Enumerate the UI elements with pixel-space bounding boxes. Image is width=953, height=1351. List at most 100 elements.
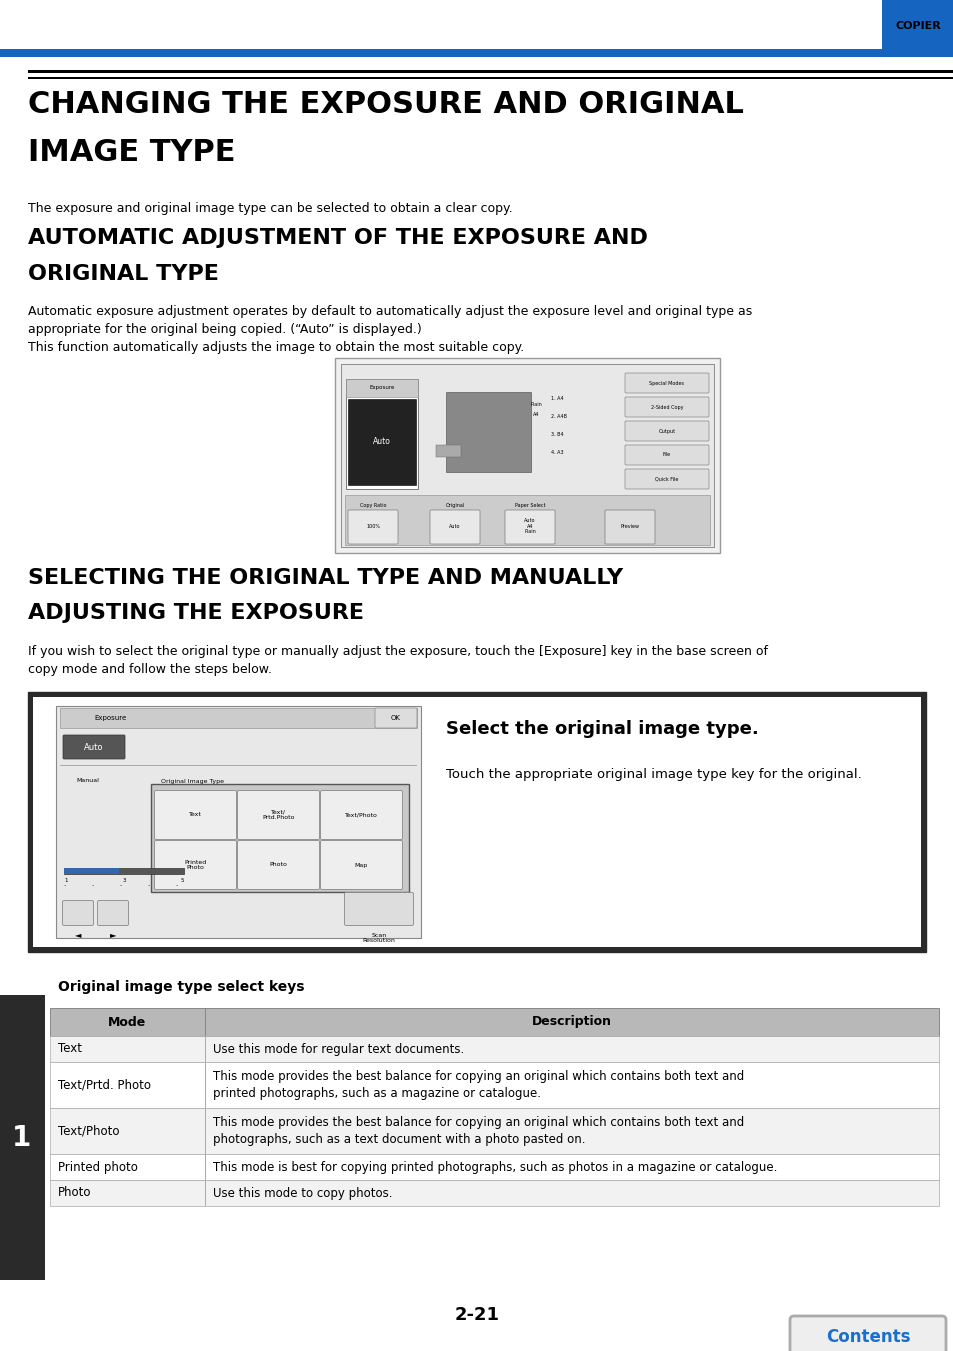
Text: CHANGING THE EXPOSURE AND ORIGINAL: CHANGING THE EXPOSURE AND ORIGINAL <box>28 91 743 119</box>
Bar <box>33 697 920 947</box>
FancyBboxPatch shape <box>63 735 125 759</box>
Text: .: . <box>63 881 65 888</box>
Text: Output: Output <box>658 428 675 434</box>
Bar <box>64 867 119 874</box>
Text: Original image type select keys: Original image type select keys <box>58 979 304 994</box>
FancyBboxPatch shape <box>344 893 413 925</box>
Bar <box>28 70 953 73</box>
Text: Select the original image type.: Select the original image type. <box>446 720 758 738</box>
Text: Automatic exposure adjustment operates by default to automatically adjust the ex: Automatic exposure adjustment operates b… <box>28 305 752 354</box>
Text: Scan
Resolution: Scan Resolution <box>362 932 395 943</box>
Text: Photo: Photo <box>270 862 287 867</box>
Text: 3. B4: 3. B4 <box>551 432 563 438</box>
Bar <box>28 692 925 952</box>
Bar <box>205 1179 206 1206</box>
Bar <box>50 1008 938 1036</box>
FancyBboxPatch shape <box>320 840 402 889</box>
Text: .: . <box>119 881 121 888</box>
FancyBboxPatch shape <box>624 469 708 489</box>
Text: If you wish to select the original type or manually adjust the exposure, touch t: If you wish to select the original type … <box>28 644 767 676</box>
FancyBboxPatch shape <box>430 509 479 544</box>
Bar <box>205 1154 206 1179</box>
Bar <box>346 380 417 397</box>
FancyBboxPatch shape <box>789 1316 945 1351</box>
Text: ◄: ◄ <box>74 931 81 939</box>
Bar <box>50 1036 938 1062</box>
Text: Plain: Plain <box>530 401 541 407</box>
Text: The exposure and original image type can be selected to obtain a clear copy.: The exposure and original image type can… <box>28 203 512 215</box>
Text: SELECTING THE ORIGINAL TYPE AND MANUALLY: SELECTING THE ORIGINAL TYPE AND MANUALLY <box>28 567 622 588</box>
Bar <box>0 49 953 57</box>
Text: ►: ► <box>110 931 116 939</box>
Text: 1: 1 <box>64 878 68 882</box>
Text: COPIER: COPIER <box>894 22 940 31</box>
FancyBboxPatch shape <box>63 901 93 925</box>
Bar <box>151 784 409 892</box>
Text: 2-Sided Copy: 2-Sided Copy <box>650 404 682 409</box>
Text: Touch the appropriate original image type key for the original.: Touch the appropriate original image typ… <box>446 767 861 781</box>
FancyBboxPatch shape <box>624 373 708 393</box>
Bar <box>340 363 713 547</box>
Bar <box>345 494 709 544</box>
Text: OK: OK <box>391 715 400 721</box>
FancyBboxPatch shape <box>624 397 708 417</box>
Text: Contents: Contents <box>825 1328 909 1346</box>
Text: AUTOMATIC ADJUSTMENT OF THE EXPOSURE AND: AUTOMATIC ADJUSTMENT OF THE EXPOSURE AND <box>28 228 647 249</box>
Bar <box>205 1008 206 1036</box>
Text: Manual: Manual <box>76 778 99 784</box>
Bar <box>205 1062 206 1108</box>
Bar <box>50 1154 938 1179</box>
Bar <box>436 444 460 457</box>
Text: Use this mode for regular text documents.: Use this mode for regular text documents… <box>213 1043 464 1055</box>
FancyBboxPatch shape <box>348 509 397 544</box>
Text: Auto: Auto <box>373 438 391 446</box>
FancyBboxPatch shape <box>97 901 129 925</box>
Text: Text: Text <box>58 1043 82 1055</box>
Text: Exposure: Exposure <box>369 385 395 390</box>
FancyBboxPatch shape <box>624 444 708 465</box>
FancyBboxPatch shape <box>604 509 655 544</box>
Text: A4: A4 <box>532 412 538 416</box>
Text: Original: Original <box>445 503 464 508</box>
Text: Copy Ratio: Copy Ratio <box>359 503 386 508</box>
Text: 5: 5 <box>180 878 184 882</box>
Text: Text: Text <box>189 812 202 817</box>
Text: Use this mode to copy photos.: Use this mode to copy photos. <box>213 1186 392 1200</box>
FancyBboxPatch shape <box>624 422 708 440</box>
FancyBboxPatch shape <box>154 840 236 889</box>
Text: This mode is best for copying printed photographs, such as photos in a magazine : This mode is best for copying printed ph… <box>213 1161 777 1174</box>
Text: Preview: Preview <box>619 523 639 528</box>
Bar <box>348 399 416 485</box>
Bar <box>346 380 417 489</box>
Text: 4. A3: 4. A3 <box>551 450 563 455</box>
Text: .: . <box>91 881 93 888</box>
Text: 1. A4: 1. A4 <box>551 396 563 401</box>
Bar <box>205 1036 206 1062</box>
Bar <box>60 708 416 728</box>
FancyBboxPatch shape <box>504 509 555 544</box>
Text: Auto: Auto <box>449 523 460 528</box>
Bar <box>50 1062 938 1108</box>
Bar <box>64 867 184 874</box>
FancyBboxPatch shape <box>237 790 319 839</box>
Text: File: File <box>662 453 670 458</box>
FancyBboxPatch shape <box>375 708 416 728</box>
Text: Description: Description <box>532 1016 612 1028</box>
Text: Printed
Photo: Printed Photo <box>184 859 207 870</box>
Text: This mode provides the best balance for copying an original which contains both : This mode provides the best balance for … <box>213 1116 743 1146</box>
Bar <box>335 358 720 553</box>
Text: .: . <box>174 881 177 888</box>
Text: Text/
Prtd.Photo: Text/ Prtd.Photo <box>262 809 294 820</box>
Bar <box>50 1108 938 1154</box>
Text: 3: 3 <box>122 878 126 882</box>
Text: .: . <box>147 881 149 888</box>
Text: Paper Select: Paper Select <box>515 503 545 508</box>
FancyBboxPatch shape <box>320 790 402 839</box>
Bar <box>28 77 953 78</box>
Text: 2-21: 2-21 <box>454 1306 499 1324</box>
Text: Special Modes: Special Modes <box>649 381 684 385</box>
Text: Printed photo: Printed photo <box>58 1161 138 1174</box>
Text: Exposure: Exposure <box>94 715 127 721</box>
Text: Mode: Mode <box>109 1016 147 1028</box>
Text: Text/Prtd. Photo: Text/Prtd. Photo <box>58 1078 151 1092</box>
